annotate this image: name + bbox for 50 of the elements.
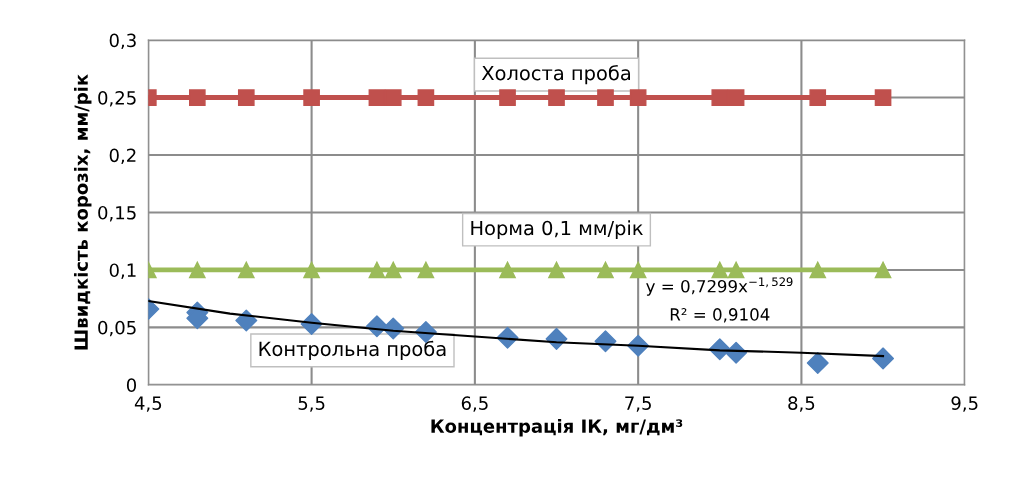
point bbox=[597, 89, 614, 106]
point bbox=[417, 89, 435, 106]
point bbox=[368, 261, 386, 279]
annotation: R² = 0,9104 bbox=[670, 308, 770, 323]
point bbox=[417, 261, 435, 279]
point bbox=[188, 89, 206, 106]
point bbox=[188, 261, 206, 279]
point bbox=[384, 261, 402, 279]
x-tick-label: 5,5 bbox=[298, 396, 325, 412]
point bbox=[629, 89, 647, 106]
x-tick-label: 8,5 bbox=[788, 396, 815, 412]
y-tick-label: 0,3 bbox=[109, 33, 136, 50]
point bbox=[368, 89, 386, 106]
point bbox=[303, 89, 320, 106]
point bbox=[303, 261, 320, 279]
point bbox=[727, 89, 745, 106]
point bbox=[548, 89, 565, 106]
point bbox=[727, 261, 745, 279]
x-axis-title: Концентрація ІК, мг/дм³ bbox=[431, 418, 683, 437]
y-tick-label: 0,05 bbox=[98, 320, 136, 337]
series-label: Контрольна проба bbox=[259, 340, 446, 360]
point bbox=[711, 261, 729, 279]
y-axis-title: Швидкість корозіх, мм/рік bbox=[73, 74, 92, 350]
x-tick-label: 6,5 bbox=[461, 396, 488, 412]
point bbox=[809, 89, 827, 106]
point bbox=[384, 89, 402, 106]
series-label: Холоста проба bbox=[481, 65, 630, 85]
point bbox=[711, 89, 729, 106]
point bbox=[874, 261, 892, 279]
point bbox=[809, 261, 827, 279]
x-tick-label: 7,5 bbox=[625, 396, 651, 412]
point bbox=[548, 261, 565, 279]
series-label: Норма 0,1 мм/рік bbox=[471, 220, 643, 240]
y-tick-label: 0,1 bbox=[109, 263, 136, 279]
point bbox=[874, 89, 892, 106]
x-tick-label: 4,5 bbox=[134, 396, 162, 412]
x-tick-label: 9,5 bbox=[951, 396, 978, 412]
point bbox=[237, 89, 255, 106]
point bbox=[499, 89, 516, 106]
y-tick-label: 0,25 bbox=[98, 91, 136, 107]
y-tick-label: 0,15 bbox=[98, 205, 136, 222]
annotation: y = 0,7299x$^{−1,529}$ bbox=[646, 277, 793, 296]
point bbox=[235, 309, 258, 332]
point bbox=[629, 261, 647, 279]
y-tick-label: 0 bbox=[126, 378, 137, 392]
point bbox=[499, 261, 516, 279]
point bbox=[806, 352, 829, 375]
y-tick-label: 0,2 bbox=[109, 148, 136, 164]
point bbox=[237, 261, 255, 279]
point bbox=[597, 261, 614, 279]
